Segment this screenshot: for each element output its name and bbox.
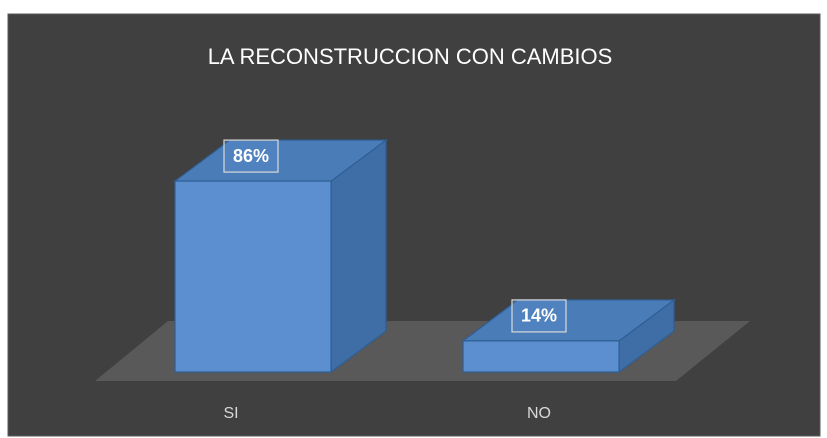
x-tick-label: SI bbox=[223, 405, 238, 422]
bar-front bbox=[462, 340, 620, 373]
data-label-box bbox=[223, 139, 279, 173]
x-tick-label: NO bbox=[527, 405, 551, 422]
data-label: 14% bbox=[521, 306, 557, 326]
chart-title: LA RECONSTRUCCION CON CAMBIOS bbox=[208, 44, 613, 69]
bar bbox=[173, 138, 388, 374]
data-label-box bbox=[511, 299, 567, 333]
bar-front bbox=[174, 180, 332, 373]
bar bbox=[461, 298, 676, 374]
data-label: 86% bbox=[233, 146, 269, 166]
